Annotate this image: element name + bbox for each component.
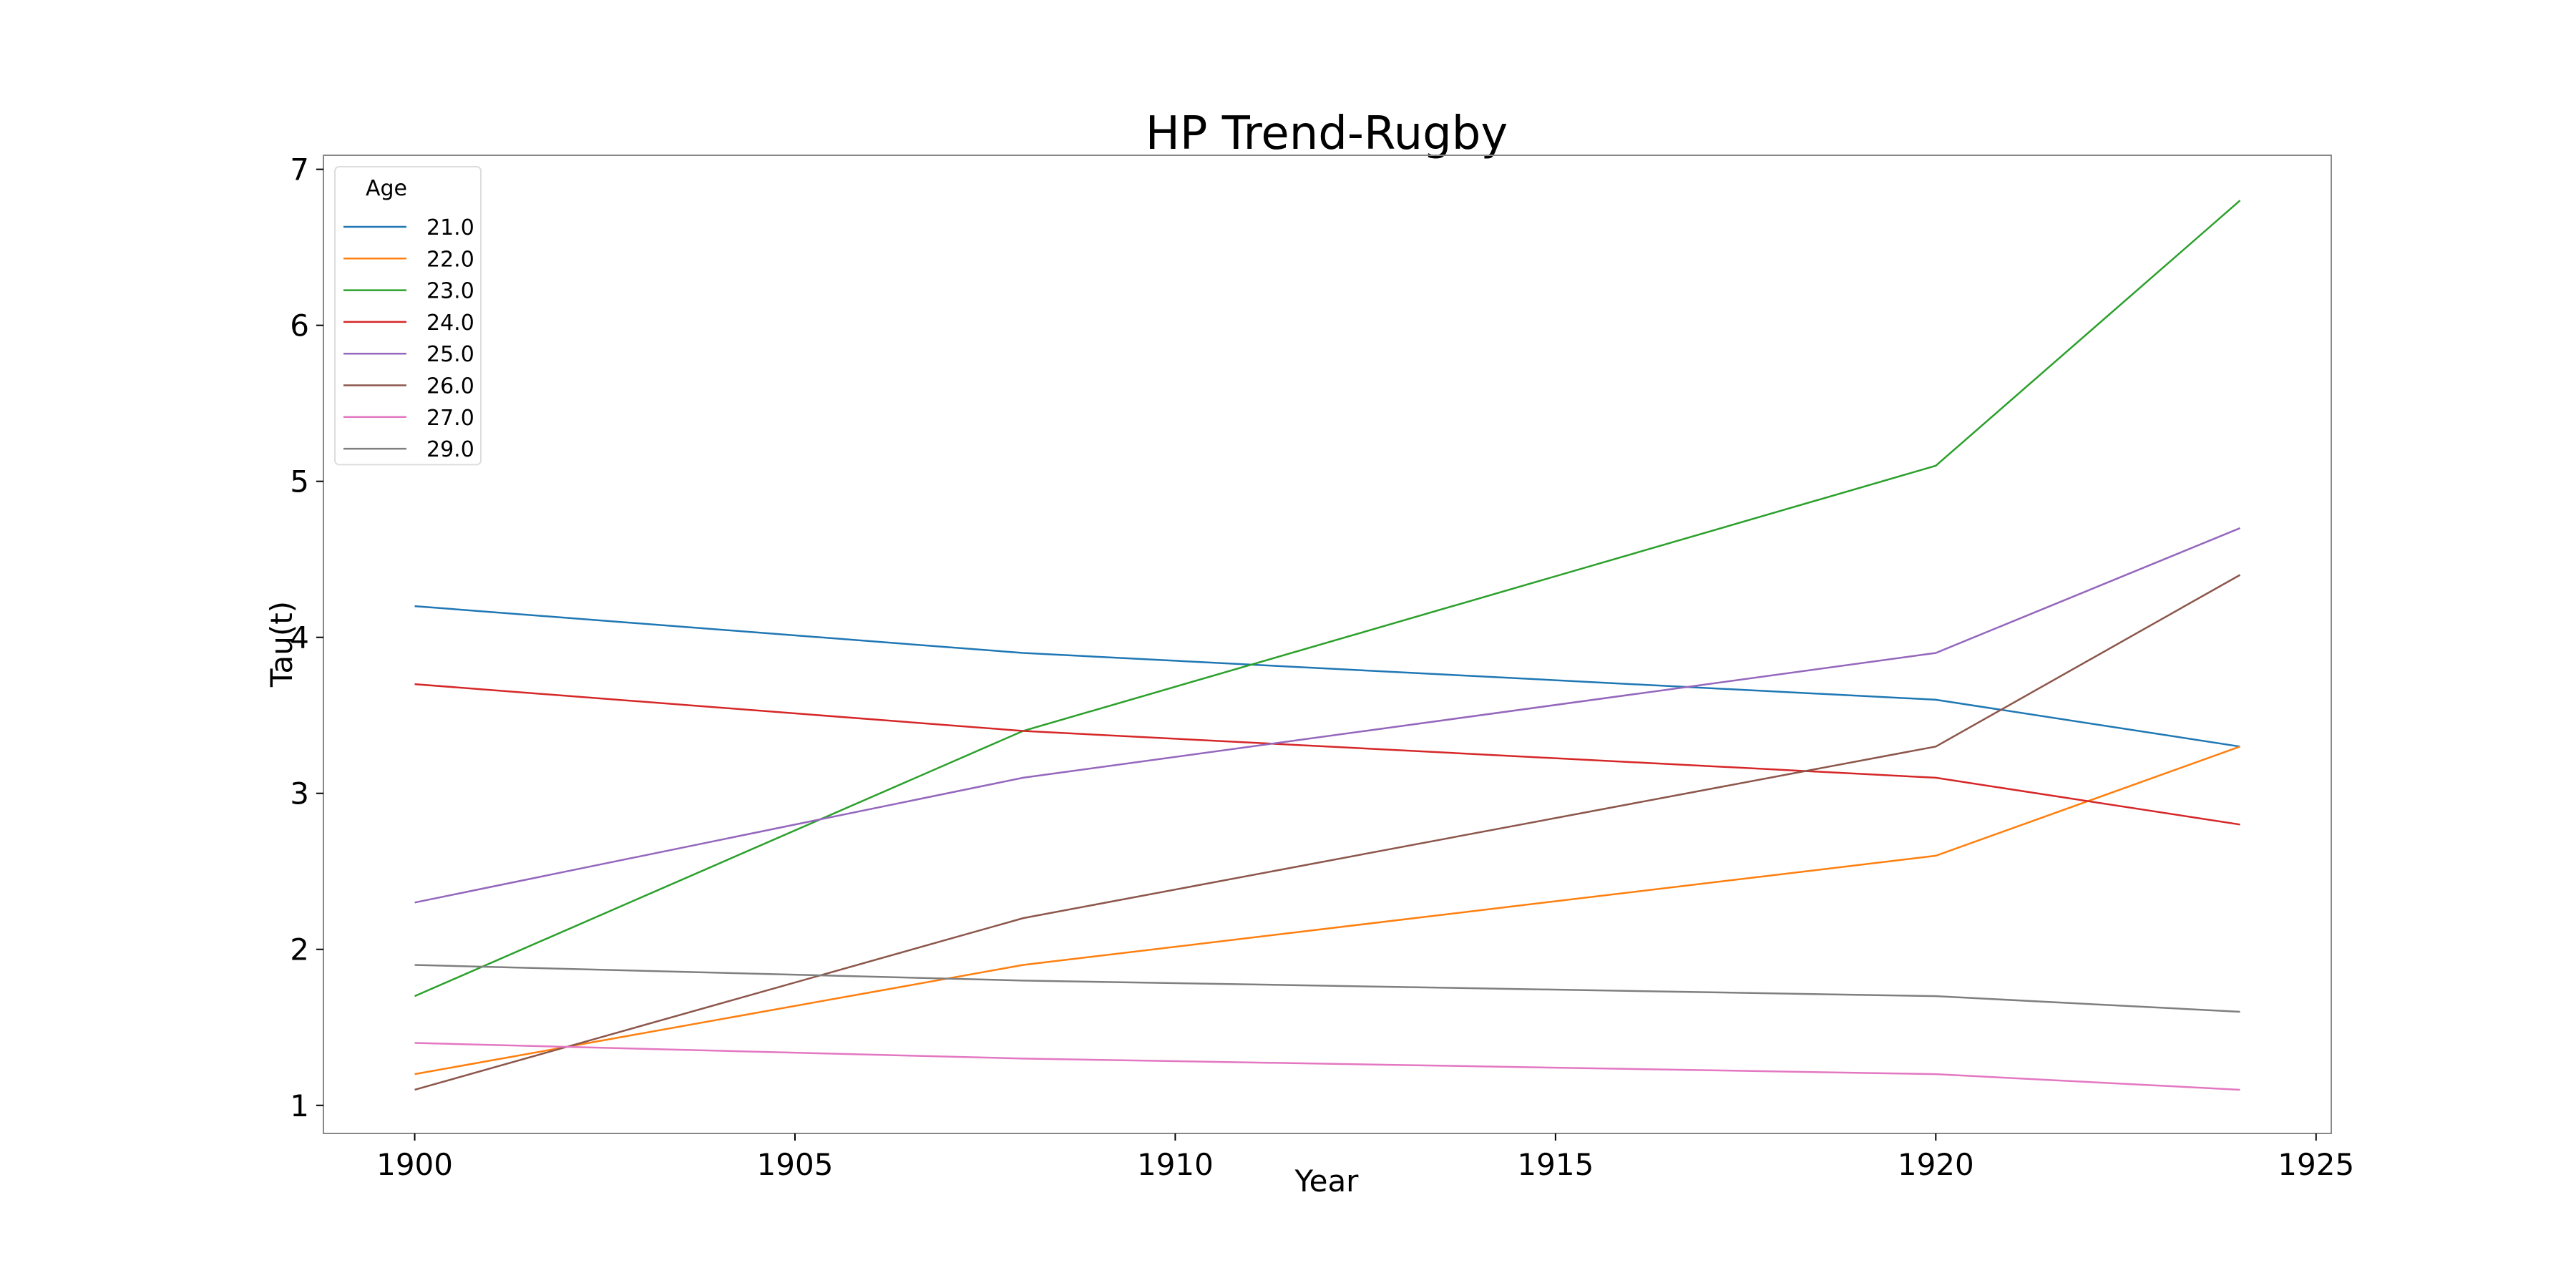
legend-item: 21.0	[343, 215, 474, 240]
series-line-25.0	[414, 527, 2240, 904]
y-axis: 1 2 3 4 5 6 7	[290, 152, 323, 1123]
legend-item: 24.0	[343, 311, 474, 336]
y-tick-label: 3	[290, 776, 309, 811]
series-line-23.0	[414, 200, 2241, 997]
y-tick-label: 5	[290, 464, 309, 499]
y-axis-label: Tau(t)	[264, 601, 299, 688]
legend-item: 22.0	[343, 247, 474, 272]
legend: Age 21.0 22.0 23.0 24.0 25.0 26.0 27.0 29.0	[334, 166, 482, 466]
y-tick-label: 6	[290, 308, 309, 343]
legend-label: 23.0	[426, 279, 474, 304]
x-tick-label: 1925	[2278, 1147, 2354, 1182]
series-line-29.0	[414, 964, 2240, 1013]
plot-frame	[323, 155, 2332, 1134]
legend-label: 25.0	[426, 342, 474, 367]
legend-box	[334, 166, 482, 466]
legend-item: 23.0	[343, 279, 474, 304]
legend-label: 21.0	[426, 215, 474, 240]
x-tick-label: 1920	[1898, 1147, 1974, 1182]
x-tick-label: 1900	[376, 1147, 453, 1182]
chart-title: HP Trend-Rugby	[1146, 107, 1508, 160]
legend-label: 22.0	[426, 247, 474, 272]
series-line-27.0	[414, 1042, 2240, 1091]
series-line-21.0	[414, 605, 2240, 748]
legend-item: 27.0	[343, 406, 474, 431]
x-tick-label: 1910	[1137, 1147, 1214, 1182]
series-line-24.0	[414, 683, 2240, 826]
series-line-22.0	[414, 746, 2240, 1075]
legend-title: Age	[366, 176, 407, 201]
legend-item: 26.0	[343, 374, 474, 399]
x-tick-label: 1915	[1517, 1147, 1594, 1182]
series-line-26.0	[414, 574, 2241, 1091]
y-tick-label: 2	[290, 932, 309, 967]
legend-item: 25.0	[343, 342, 474, 367]
y-tick-label: 7	[290, 152, 309, 187]
x-axis-label: Year	[1294, 1163, 1360, 1199]
legend-label: 29.0	[426, 437, 474, 462]
legend-item: 29.0	[343, 437, 474, 462]
x-tick-label: 1905	[757, 1147, 834, 1182]
y-tick-label: 1	[290, 1088, 309, 1123]
legend-label: 27.0	[426, 406, 474, 431]
legend-label: 24.0	[426, 311, 474, 336]
plot-area	[414, 200, 2241, 1091]
legend-label: 26.0	[426, 374, 474, 399]
x-axis: 1900 1905 1910 1915 1920 1925	[376, 1133, 2354, 1182]
y-tick-label: 4	[290, 620, 309, 655]
